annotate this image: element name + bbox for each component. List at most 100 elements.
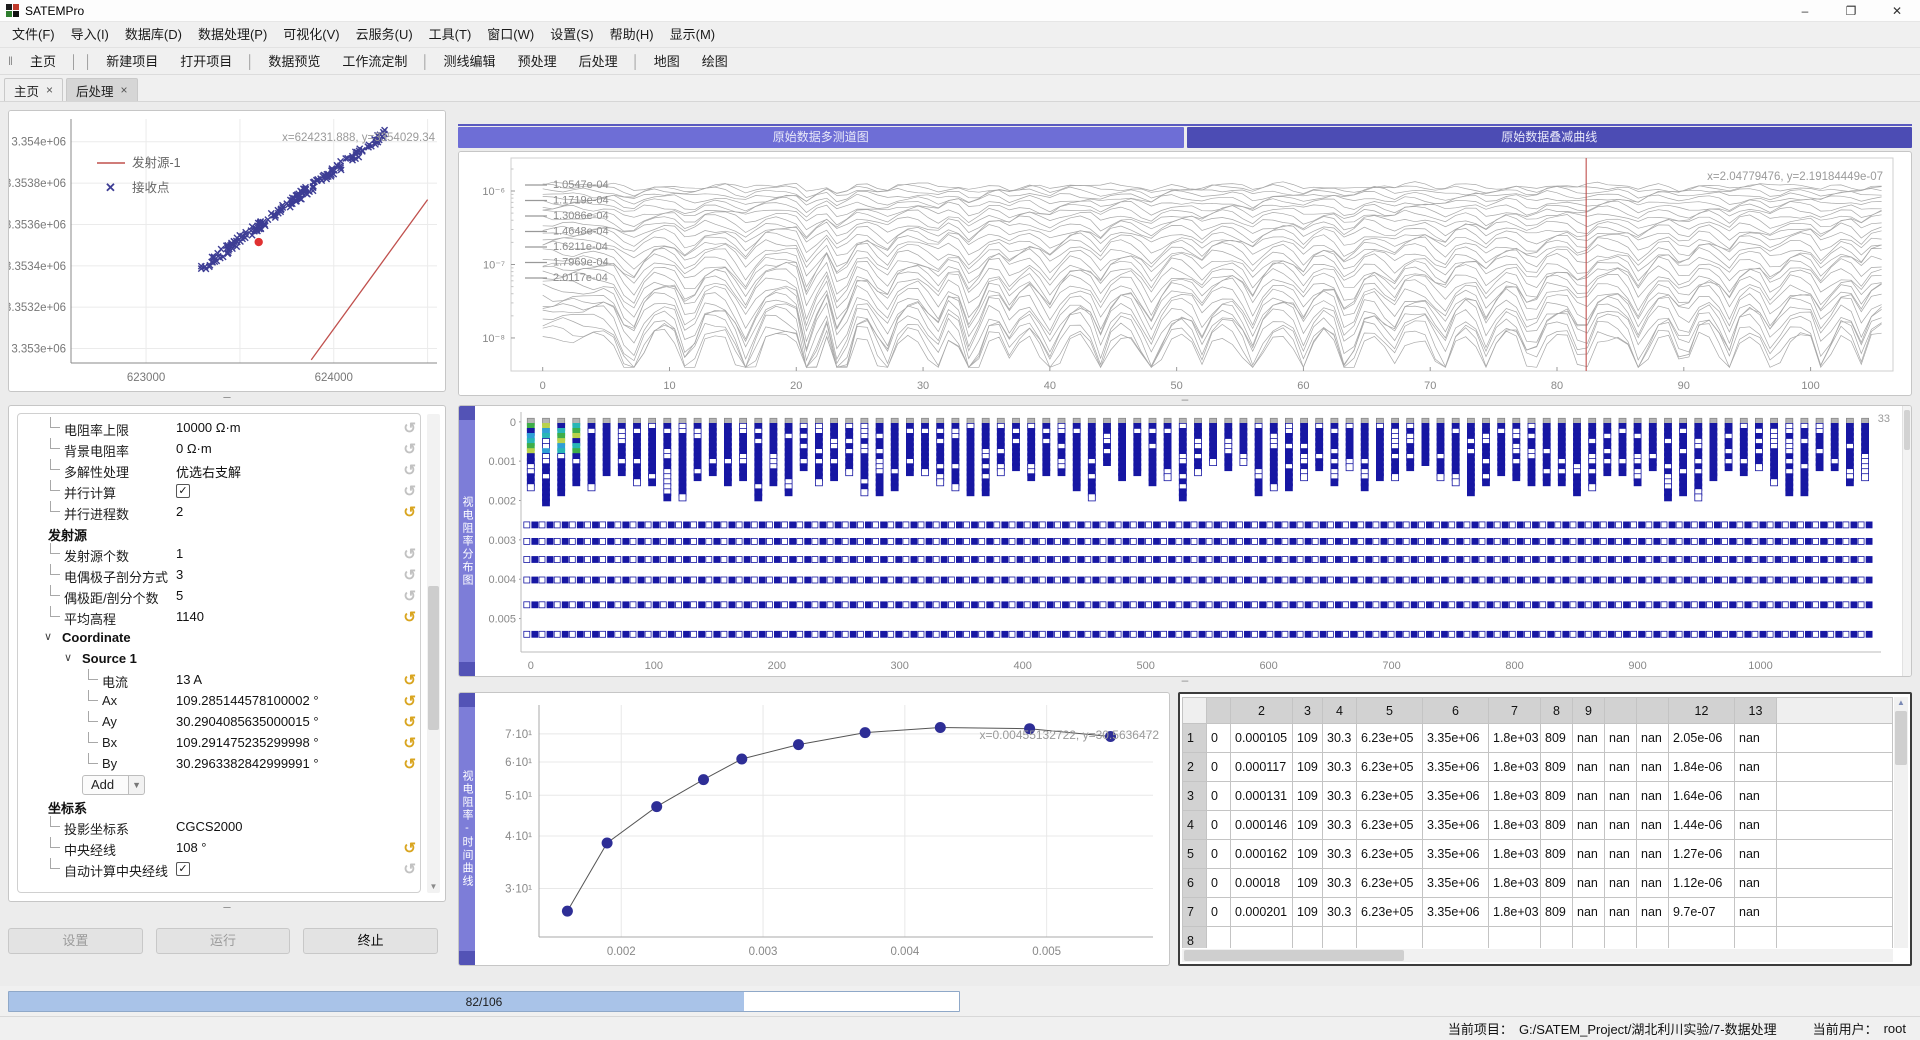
undo-icon[interactable]: ↺: [403, 672, 416, 689]
toolbar-button[interactable]: 地图: [653, 53, 680, 69]
param-value[interactable]: 30.2963382842999991 °: [176, 756, 319, 771]
table-column-header[interactable]: [1636, 697, 1669, 724]
table-cell[interactable]: 109: [1292, 752, 1323, 782]
expander-icon[interactable]: ∨: [64, 652, 73, 664]
menu-item[interactable]: 工具(T): [428, 26, 472, 42]
horizontal-splitter[interactable]: –: [8, 390, 446, 405]
table-cell[interactable]: 0.000105: [1230, 723, 1293, 753]
table-cell[interactable]: 809: [1540, 810, 1573, 840]
table-cell[interactable]: nan: [1734, 897, 1777, 927]
table-cell[interactable]: 3.35e+06: [1422, 868, 1489, 898]
table-cell[interactable]: nan: [1734, 781, 1777, 811]
close-button[interactable]: ✕: [1891, 3, 1903, 18]
toolbar-button[interactable]: 新建项目: [106, 53, 159, 69]
station-map-chart[interactable]: 3.354e+06 3.3538e+06 3.3536e+06 3.3534e+06 3…: [9, 111, 445, 389]
strip-top-cap[interactable]: [459, 693, 475, 707]
menu-item[interactable]: 云服务(U): [355, 26, 413, 42]
toolbar-button[interactable]: 主页: [29, 53, 56, 69]
table-row-header[interactable]: 2: [1182, 752, 1207, 782]
table-cell[interactable]: nan: [1734, 752, 1777, 782]
table-cell[interactable]: nan: [1572, 752, 1605, 782]
chart-tab-0[interactable]: 原始数据多测道图: [458, 127, 1184, 148]
action-button[interactable]: 设置: [8, 928, 143, 954]
table-row[interactable]: 1 0 0.000105 109 30.3 6.23e+05 3.35e+06 1.8e+03…: [1182, 723, 1893, 753]
table-cell[interactable]: 30.3: [1322, 897, 1357, 927]
param-value[interactable]: 10000 Ω·m: [176, 420, 241, 435]
station-map-panel[interactable]: 3.354e+06 3.3538e+06 3.3536e+06 3.3534e+06 3…: [8, 110, 446, 392]
menu-item[interactable]: 数据处理(P): [197, 26, 268, 42]
table-cell[interactable]: 2.05e-06: [1668, 723, 1735, 753]
add-button[interactable]: Add ▼: [82, 775, 146, 795]
undo-icon[interactable]: ↺: [403, 462, 416, 479]
scrollbar-thumb[interactable]: [428, 586, 439, 731]
table-cell[interactable]: nan: [1636, 839, 1669, 869]
action-button[interactable]: 终止: [303, 928, 439, 954]
table-cell[interactable]: 809: [1540, 781, 1573, 811]
resistivity-map-chart[interactable]: 0 0.001 0.002 0.003 0.004 0.005 0 100 200 300 400 5…: [475, 406, 1893, 676]
table-cell[interactable]: 30.3: [1322, 868, 1357, 898]
table-cell[interactable]: 0.000131: [1230, 781, 1293, 811]
table-cell[interactable]: 0.000201: [1230, 897, 1293, 927]
table-column-header[interactable]: 7: [1488, 697, 1541, 724]
document-tab-inactive[interactable]: 主页 ×: [4, 78, 64, 101]
parameter-scrollbar[interactable]: ▼: [427, 414, 440, 893]
table-column-header[interactable]: [1604, 697, 1637, 724]
table-row[interactable]: 6 0 0.00018 109 30.3 6.23e+05 3.35e+06 1.8e+03 8…: [1182, 868, 1893, 898]
table-cell[interactable]: 3.35e+06: [1422, 839, 1489, 869]
table-column-header[interactable]: 6: [1422, 697, 1489, 724]
table-cell[interactable]: 0: [1206, 781, 1231, 811]
table-cell[interactable]: 3.35e+06: [1422, 723, 1489, 753]
table-cell[interactable]: 1.8e+03: [1488, 723, 1541, 753]
table-column-header[interactable]: [1206, 697, 1231, 724]
table-cell[interactable]: nan: [1636, 723, 1669, 753]
table-cell[interactable]: 3.35e+06: [1422, 752, 1489, 782]
time-curve-chart[interactable]: 7·10¹ 6·10¹ 5·10¹ 4·10¹ 3·10¹ 0.002 0.003 0.004…: [475, 693, 1167, 963]
table-column-header[interactable]: 3: [1292, 697, 1323, 724]
table-cell[interactable]: 3.35e+06: [1422, 897, 1489, 927]
table-cell[interactable]: 0: [1206, 810, 1231, 840]
table-cell[interactable]: 0.000146: [1230, 810, 1293, 840]
table-column-header[interactable]: 5: [1356, 697, 1423, 724]
horizontal-splitter[interactable]: –: [458, 393, 1912, 405]
add-dropdown-arrow-icon[interactable]: ▼: [129, 775, 146, 795]
table-cell[interactable]: nan: [1604, 723, 1637, 753]
table-cell[interactable]: 0: [1206, 752, 1231, 782]
toolbar-drag-handle-icon[interactable]: ‖: [8, 54, 13, 68]
minimize-button[interactable]: –: [1801, 3, 1809, 18]
param-value[interactable]: 30.2904085635000015 °: [176, 714, 319, 729]
resistivity-map-scrollbar[interactable]: [1902, 406, 1911, 676]
table-cell[interactable]: nan: [1572, 897, 1605, 927]
table-cell[interactable]: 109: [1292, 868, 1323, 898]
multichannel-chart[interactable]: 10⁻⁶ 10⁻⁷ 10⁻⁸ 0 10 20 30 40 50 60 70 80 90 100 1.0547…: [459, 152, 1903, 395]
table-column-header[interactable]: 8: [1540, 697, 1573, 724]
table-row-header[interactable]: 3: [1182, 781, 1207, 811]
table-cell[interactable]: nan: [1572, 810, 1605, 840]
table-cell[interactable]: 6.23e+05: [1356, 897, 1423, 927]
table-cell[interactable]: 30.3: [1322, 839, 1357, 869]
table-cell[interactable]: 6.23e+05: [1356, 839, 1423, 869]
strip-bottom-cap[interactable]: [459, 662, 475, 676]
table-cell[interactable]: nan: [1636, 752, 1669, 782]
table-cell[interactable]: 6.23e+05: [1356, 781, 1423, 811]
table-cell[interactable]: 809: [1540, 723, 1573, 753]
table-cell[interactable]: 1.8e+03: [1488, 839, 1541, 869]
undo-icon[interactable]: ↺: [403, 420, 416, 437]
table-row-header[interactable]: 6: [1182, 868, 1207, 898]
table-cell[interactable]: 0: [1206, 868, 1231, 898]
undo-icon[interactable]: ↺: [403, 588, 416, 605]
table-cell[interactable]: nan: [1734, 839, 1777, 869]
table-cell[interactable]: nan: [1572, 723, 1605, 753]
param-value[interactable]: CGCS2000: [176, 819, 243, 834]
table-cell[interactable]: 809: [1540, 868, 1573, 898]
table-cell[interactable]: 1.64e-06: [1668, 781, 1735, 811]
table-cell[interactable]: nan: [1604, 752, 1637, 782]
table-row-header[interactable]: 4: [1182, 810, 1207, 840]
table-cell[interactable]: 30.3: [1322, 723, 1357, 753]
table-horizontal-scrollbar[interactable]: [1182, 949, 1893, 962]
table-cell[interactable]: 6.23e+05: [1356, 723, 1423, 753]
param-value[interactable]: 108 °: [176, 840, 207, 855]
table-row-header[interactable]: 7: [1182, 897, 1207, 927]
action-button[interactable]: 运行: [155, 928, 291, 954]
param-value[interactable]: 109.285144578100002 °: [176, 693, 319, 708]
undo-icon[interactable]: ↺: [403, 840, 416, 857]
